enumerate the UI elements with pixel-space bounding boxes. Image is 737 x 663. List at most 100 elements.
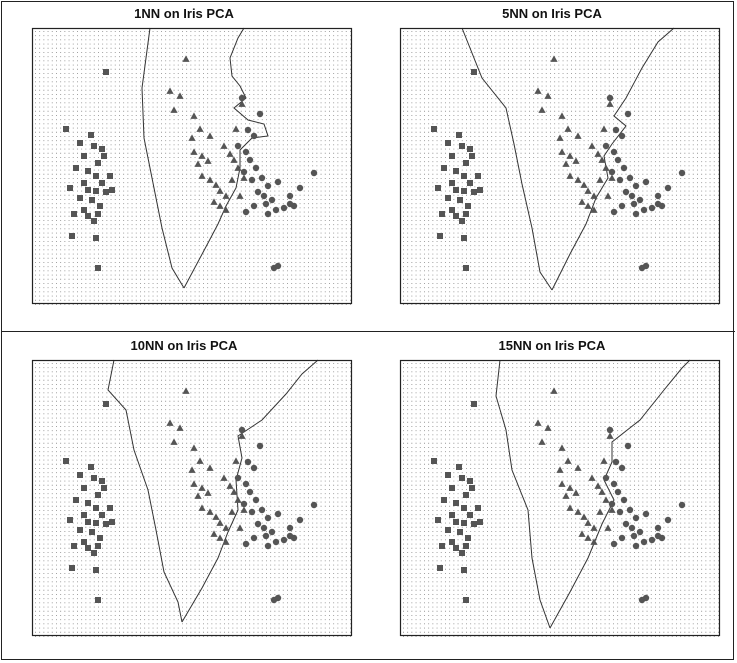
- triangle-point: [198, 504, 206, 511]
- circle-point: [254, 188, 262, 196]
- square-point: [95, 211, 101, 217]
- circle-point: [274, 262, 282, 270]
- square-point: [439, 211, 445, 217]
- triangle-point: [212, 513, 220, 520]
- triangle-point: [584, 202, 592, 209]
- circle-point: [620, 164, 628, 172]
- circle-point: [654, 200, 662, 208]
- triangle-point: [206, 176, 214, 183]
- circle-point: [654, 524, 662, 532]
- circle-point: [632, 514, 640, 522]
- square-point: [69, 233, 75, 239]
- circle-point: [272, 206, 280, 214]
- triangle-point: [590, 192, 598, 199]
- square-point: [88, 132, 94, 138]
- square-point: [431, 458, 437, 464]
- triangle-point: [232, 125, 240, 132]
- triangle-point: [564, 125, 572, 132]
- triangle-point: [222, 192, 230, 199]
- triangle-point: [206, 464, 214, 471]
- square-point: [453, 519, 459, 525]
- square-point: [85, 187, 91, 193]
- square-point: [449, 512, 455, 518]
- square-point: [103, 521, 109, 527]
- square-point: [439, 543, 445, 549]
- square-point: [95, 543, 101, 549]
- triangle-point: [608, 174, 616, 181]
- square-point: [461, 235, 467, 241]
- square-point: [107, 505, 113, 511]
- square-point: [73, 165, 79, 171]
- circle-point: [642, 262, 650, 270]
- square-point: [93, 173, 99, 179]
- triangle-point: [194, 492, 202, 499]
- square-point: [97, 535, 103, 541]
- circle-point: [618, 464, 626, 472]
- circle-point: [606, 426, 614, 434]
- triangle-point: [600, 125, 608, 132]
- triangle-point: [236, 524, 244, 531]
- square-point: [99, 180, 105, 186]
- circle-point: [640, 206, 648, 214]
- square-point: [445, 140, 451, 146]
- square-point: [81, 512, 87, 518]
- circle-point: [628, 524, 636, 532]
- square-point: [99, 512, 105, 518]
- triangle-point: [606, 432, 614, 439]
- triangle-point: [572, 157, 580, 164]
- square-point: [453, 545, 459, 551]
- square-point: [93, 505, 99, 511]
- panel-15nn: 15NN on Iris PCA: [368, 332, 736, 662]
- circle-point: [622, 188, 630, 196]
- circle-point: [642, 178, 650, 186]
- circle-point: [252, 496, 260, 504]
- square-point: [465, 203, 471, 209]
- square-point: [77, 527, 83, 533]
- triangle-point: [228, 176, 236, 183]
- triangle-point: [190, 112, 198, 119]
- circle-point: [654, 532, 662, 540]
- triangle-point: [602, 164, 610, 171]
- plot-5nn: [399, 27, 721, 305]
- square-point: [453, 168, 459, 174]
- circle-point: [252, 164, 260, 172]
- circle-point: [244, 126, 252, 134]
- circle-point: [636, 528, 644, 536]
- square-point: [89, 197, 95, 203]
- triangle-point: [574, 176, 582, 183]
- square-point: [63, 126, 69, 132]
- circle-point: [246, 156, 254, 164]
- square-point: [449, 153, 455, 159]
- circle-point: [258, 506, 266, 514]
- circle-point: [678, 169, 686, 177]
- circle-point: [622, 520, 630, 528]
- square-point: [93, 188, 99, 194]
- circle-point: [286, 524, 294, 532]
- circle-point: [244, 458, 252, 466]
- triangle-point: [238, 100, 246, 107]
- triangle-point: [210, 198, 218, 205]
- circle-point: [280, 536, 288, 544]
- triangle-point: [204, 157, 212, 164]
- circle-point: [264, 514, 272, 522]
- triangle-point: [558, 444, 566, 451]
- square-point: [437, 233, 443, 239]
- circle-point: [296, 516, 304, 524]
- decision-boundary: [141, 27, 185, 289]
- triangle-point: [166, 87, 174, 94]
- triangle-point: [604, 524, 612, 531]
- circle-point: [250, 202, 258, 210]
- square-point: [457, 197, 463, 203]
- circle-point: [610, 540, 618, 548]
- square-point: [103, 401, 109, 407]
- square-point: [463, 211, 469, 217]
- circle-point: [636, 196, 644, 204]
- triangle-point: [240, 174, 248, 181]
- decision-boundary: [107, 359, 183, 623]
- circle-point: [602, 142, 610, 150]
- decision-boundary: [183, 27, 269, 289]
- circle-point: [602, 474, 610, 482]
- triangle-point: [238, 432, 246, 439]
- circle-point: [632, 182, 640, 190]
